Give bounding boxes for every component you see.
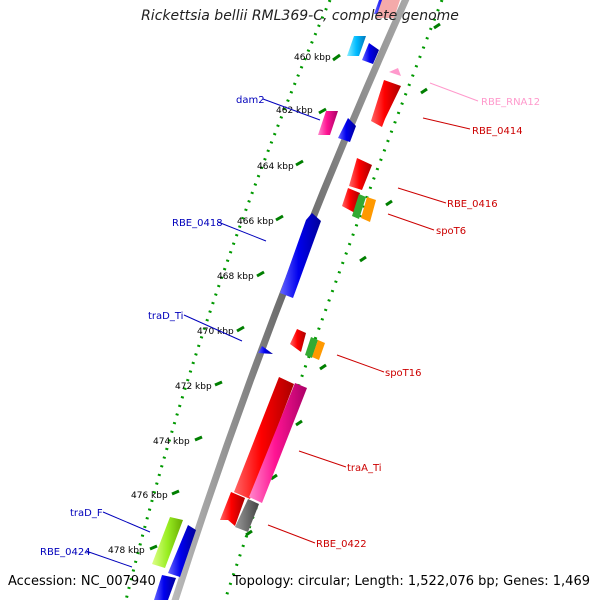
reverse-strand-features [220, 0, 401, 532]
tick-label: 474 kbp [153, 437, 190, 447]
outer-ruler [124, 0, 332, 600]
tick-mark [245, 529, 253, 537]
gene-arrow-spot16-orange [312, 340, 325, 360]
tick-mark [318, 107, 327, 115]
gene-labels: dam2 RBE_0418 traD_Ti traD_F RBE_0424 RB… [40, 95, 540, 558]
leader-line [397, 187, 447, 204]
tick-mark [256, 270, 265, 278]
tick-mark [332, 53, 341, 62]
gene-arrow-tradti [258, 346, 273, 354]
tick-mark [295, 419, 303, 427]
leader-line [262, 98, 321, 121]
tick-labels: 460 kbp 462 kbp 464 kbp 466 kbp 468 kbp … [108, 53, 331, 556]
tick-mark [214, 380, 223, 387]
gene-label: RBE_0414 [472, 126, 523, 137]
gene-arrow-rbe0422 [220, 492, 245, 526]
gene-arrow [290, 329, 306, 352]
gene-arrow [318, 111, 338, 135]
gene-arrow [168, 525, 196, 577]
gene-label: spoT6 [436, 226, 466, 237]
leader-line [217, 221, 267, 242]
tick-mark [295, 159, 304, 167]
tick-mark [433, 22, 441, 30]
backbone-arc [171, 0, 410, 600]
tick-label: 478 kbp [108, 546, 145, 556]
major-ticks [149, 22, 441, 551]
tick-label: 460 kbp [294, 53, 331, 63]
gene-arrow-traati [249, 383, 307, 503]
outer-ruler-dots [124, 0, 332, 600]
gene-arrow [234, 377, 294, 499]
tick-label: 466 kbp [237, 217, 274, 227]
map-title: Rickettsia bellii RML369-C, complete gen… [141, 8, 459, 24]
leader-line [102, 511, 151, 533]
leader-line [298, 450, 347, 468]
accession-text: Accession: NC_007940 [8, 574, 156, 589]
genome-backbone [171, 0, 410, 600]
gene-arrow-rbe0414 [371, 80, 401, 127]
tick-mark [359, 255, 367, 263]
gene-label: RBE_0416 [447, 199, 498, 210]
tick-label: 476 kbp [131, 491, 168, 501]
gene-label: traD_F [70, 508, 103, 519]
inner-ruler [223, 0, 444, 600]
leader-line [267, 524, 316, 544]
gene-arrow-spot6-green [352, 194, 366, 219]
tick-mark [194, 435, 203, 442]
gene-label: RBE_0422 [316, 539, 367, 550]
tick-label: 464 kbp [257, 162, 294, 172]
gene-label: spoT16 [385, 368, 422, 379]
gene-label: dam2 [236, 95, 265, 106]
leader-line [183, 314, 243, 342]
tick-label: 470 kbp [197, 327, 234, 337]
tick-mark [270, 473, 278, 481]
tick-label: 472 kbp [175, 382, 212, 392]
tick-label: 468 kbp [217, 272, 254, 282]
rna-arrow-rbe-rna12 [389, 68, 401, 76]
gene-arrow [338, 118, 356, 142]
gene-label: RBE_RNA12 [481, 97, 540, 108]
gene-arrow-rbe0418 [280, 213, 321, 298]
inner-ruler-dots [223, 0, 444, 600]
gene-arrow [362, 43, 379, 64]
gene-arrow-rbe0416-a [349, 158, 372, 190]
leader-line [429, 82, 479, 102]
gene-arrow [347, 36, 366, 56]
gene-arrow-tradf [152, 517, 183, 568]
tick-mark [319, 363, 327, 371]
leader-line [422, 117, 471, 130]
gene-label: RBE_0418 [172, 218, 223, 229]
gene-arrow [376, 0, 400, 18]
leader-line [85, 550, 133, 568]
gene-label: traA_Ti [347, 463, 382, 474]
tick-mark [275, 214, 284, 222]
tick-mark [236, 325, 245, 333]
gene-arrow-rbe0424 [154, 575, 176, 600]
label-leaders [85, 82, 479, 568]
forward-strand-features [152, 0, 395, 600]
genome-summary-text: Topology: circular; Length: 1,522,076 bp… [232, 574, 590, 589]
gene-label: traD_Ti [148, 311, 183, 322]
leader-line [387, 213, 435, 231]
gene-arrow-spot16-green [305, 337, 318, 358]
tick-mark [420, 87, 428, 95]
tick-mark [171, 489, 180, 496]
leader-line [336, 354, 385, 373]
gene-label: RBE_0424 [40, 547, 91, 558]
gene-arrow [235, 499, 259, 532]
gene-arrow-spot6-orange [361, 197, 376, 222]
tick-mark [385, 199, 393, 207]
tick-mark [149, 544, 158, 551]
